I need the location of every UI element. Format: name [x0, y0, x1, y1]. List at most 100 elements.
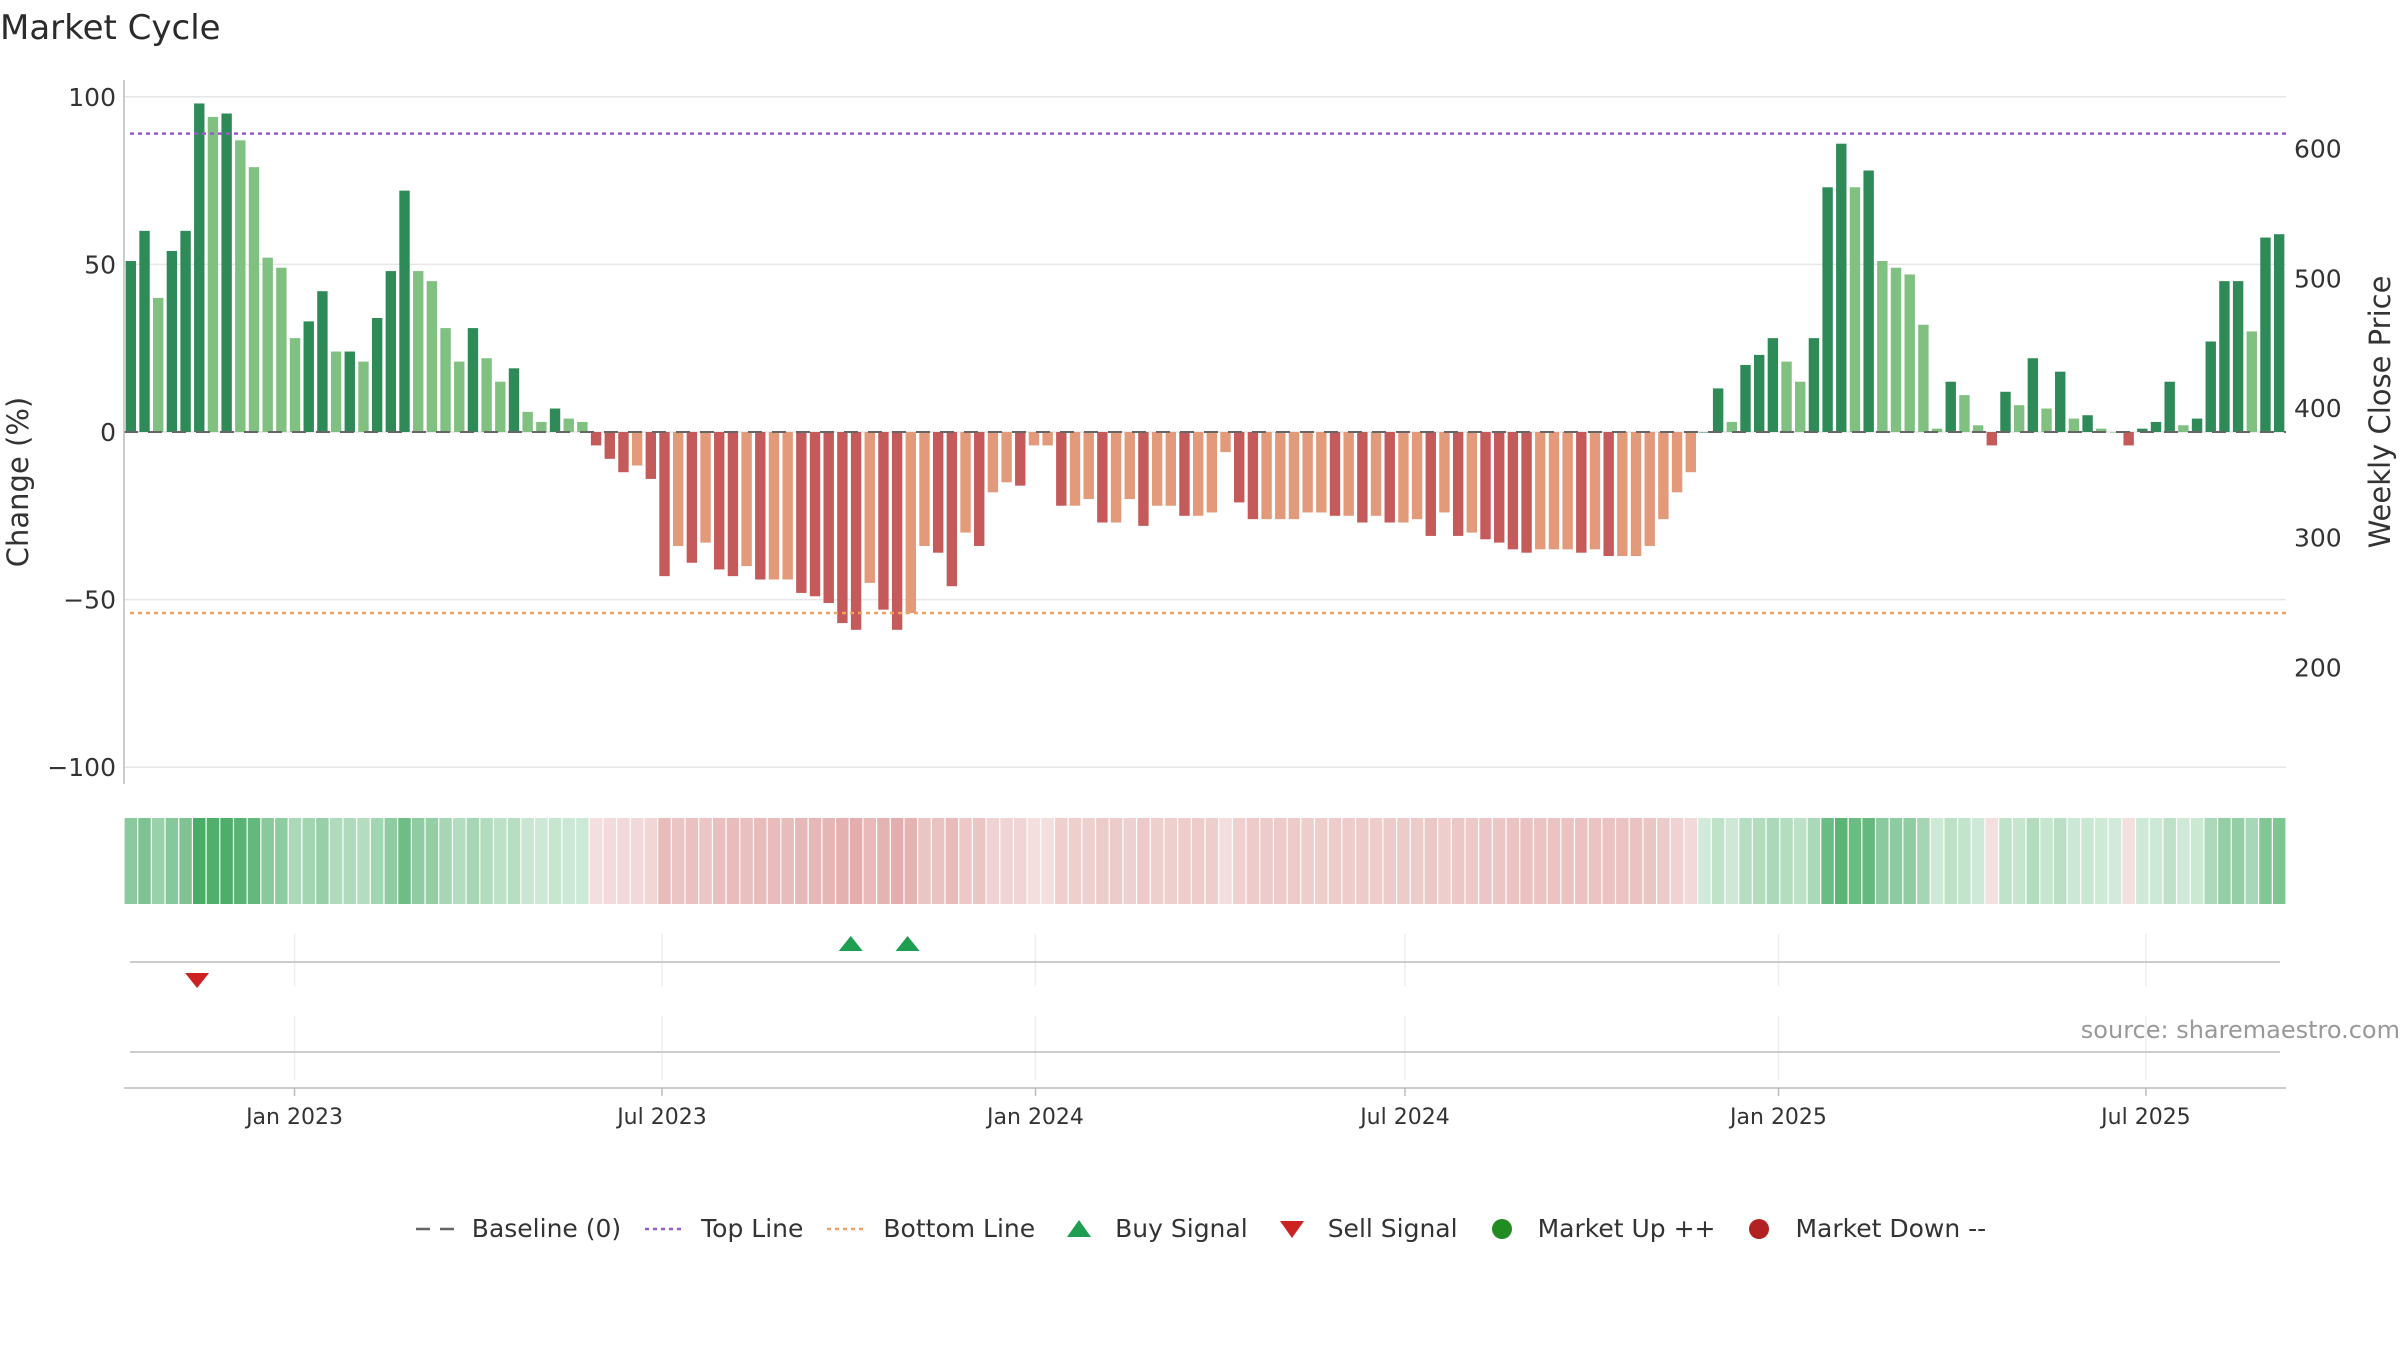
bar: [1972, 425, 1984, 432]
heat-cell: [2122, 818, 2135, 904]
bar: [645, 432, 657, 479]
bar: [1411, 432, 1423, 520]
heat-cell: [904, 818, 918, 904]
heat-cell: [466, 818, 480, 904]
bar: [1781, 361, 1792, 432]
heat-cell: [589, 818, 603, 904]
heat-cell: [1369, 818, 1383, 904]
sell-triangle-icon: [1279, 1220, 1304, 1238]
heat-cell: [220, 818, 233, 904]
heat-cell: [1164, 818, 1178, 904]
bar: [2164, 381, 2175, 432]
legend: Baseline (0) Top Line Bottom Line Buy Si…: [0, 1214, 2400, 1243]
heat-cell: [1561, 818, 1574, 904]
heat-cell: [931, 818, 945, 904]
buy-signal-marker: [838, 936, 863, 951]
heat-cell: [1711, 818, 1725, 904]
heat-cell: [494, 818, 507, 904]
legend-label: Top Line: [701, 1214, 804, 1243]
bar: [399, 190, 410, 432]
bar: [1275, 432, 1286, 520]
bar: [1042, 432, 1053, 446]
heat-cell: [1451, 818, 1465, 904]
bar: [522, 411, 533, 432]
heat-cell: [1465, 818, 1479, 904]
bar: [1302, 432, 1313, 513]
bar: [1822, 187, 1833, 432]
heat-cell: [671, 818, 685, 904]
heat-cell: [2177, 818, 2190, 904]
heat-cell: [1219, 818, 1232, 904]
heat-cell: [2067, 818, 2081, 904]
bar: [1329, 432, 1341, 516]
heat-cell: [1876, 818, 1889, 904]
bar: [1603, 432, 1614, 557]
bar: [1863, 170, 1874, 432]
heat-cell: [1958, 818, 1971, 904]
bar: [987, 432, 999, 493]
heat-cell: [1397, 818, 1410, 904]
bar: [850, 432, 862, 630]
heat-cell: [945, 818, 959, 904]
heat-cell: [1698, 818, 1711, 904]
heat-cell: [1971, 818, 1985, 904]
bar: [221, 113, 232, 433]
bar: [2109, 432, 2121, 433]
y-tick-label-left: −50: [63, 586, 116, 615]
heat-cell: [1793, 818, 1807, 904]
bar: [330, 351, 342, 432]
bar: [1521, 432, 1532, 553]
buy-triangle-icon: [1067, 1219, 1092, 1237]
bar: [1849, 187, 1861, 432]
heat-cell: [1232, 818, 1246, 904]
heat-cell: [1848, 818, 1862, 904]
heat-cell: [384, 818, 398, 904]
heat-cell: [972, 818, 986, 904]
bar: [2150, 421, 2162, 432]
heat-cell: [1014, 818, 1027, 904]
heat-cell: [2272, 818, 2286, 904]
bar: [2232, 281, 2244, 432]
bar: [1097, 432, 1108, 523]
heat-cell: [1205, 818, 1219, 904]
legend-item-buy-signal: Buy Signal: [1057, 1214, 1248, 1243]
heat-cell: [617, 818, 630, 904]
legend-item-baseline: Baseline (0): [414, 1214, 621, 1243]
heat-cell: [822, 818, 835, 904]
y-tick-label-left: 100: [68, 83, 116, 112]
heat-cell: [439, 818, 452, 904]
bar: [891, 432, 903, 630]
bar: [549, 408, 561, 432]
heat-cell: [480, 818, 493, 904]
heat-cell: [370, 818, 384, 904]
heat-cell: [1985, 818, 1999, 904]
bar: [577, 421, 588, 432]
legend-label: Market Down --: [1795, 1214, 1987, 1243]
heat-cell: [548, 818, 562, 904]
bar: [1069, 432, 1081, 506]
heat-cell: [1342, 818, 1355, 904]
bar: [768, 432, 780, 580]
heat-cell: [1000, 818, 1013, 904]
heat-cell: [1424, 818, 1438, 904]
bar: [317, 291, 328, 432]
bar: [1234, 432, 1245, 503]
heat-cell: [316, 818, 329, 904]
bar: [2273, 234, 2285, 432]
heat-cell: [1725, 818, 1739, 904]
heat-cell: [986, 818, 1000, 904]
bar: [2123, 432, 2134, 446]
heat-cell: [1383, 818, 1396, 904]
bar: [289, 338, 301, 432]
heat-cell: [1123, 818, 1136, 904]
bar: [1726, 421, 1738, 432]
bar: [371, 318, 383, 432]
bar: [1138, 432, 1149, 526]
bar: [1439, 432, 1450, 513]
heat-cell: [1575, 818, 1588, 904]
heat-cell: [1588, 818, 1602, 904]
bar: [495, 381, 506, 432]
heat-cell: [275, 818, 288, 904]
